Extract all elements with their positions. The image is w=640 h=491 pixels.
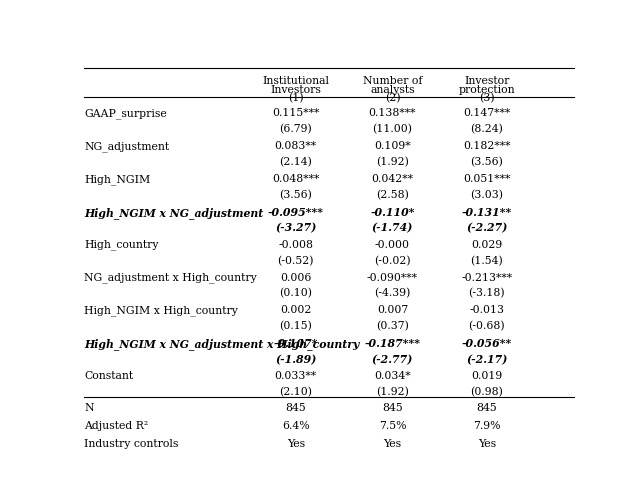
Text: (-2.17): (-2.17)	[466, 354, 508, 365]
Text: N: N	[84, 403, 93, 413]
Text: (0.98): (0.98)	[470, 387, 503, 397]
Text: 0.138***: 0.138***	[369, 108, 416, 118]
Text: (1.54): (1.54)	[470, 255, 503, 266]
Text: (-0.68): (-0.68)	[468, 321, 505, 331]
Text: Institutional: Institutional	[262, 76, 329, 86]
Text: -0.187***: -0.187***	[365, 338, 420, 349]
Text: (1): (1)	[288, 93, 303, 104]
Text: 0.083**: 0.083**	[275, 141, 317, 151]
Text: (-2.77): (-2.77)	[372, 354, 413, 365]
Text: 845: 845	[476, 403, 497, 413]
Text: 0.034*: 0.034*	[374, 371, 411, 381]
Text: protection: protection	[458, 84, 515, 95]
Text: 0.019: 0.019	[471, 371, 502, 381]
Text: -0.056**: -0.056**	[461, 338, 512, 349]
Text: NG_adjustment: NG_adjustment	[84, 141, 169, 152]
Text: (-4.39): (-4.39)	[374, 288, 411, 299]
Text: (-1.89): (-1.89)	[275, 354, 316, 365]
Text: 0.115***: 0.115***	[272, 108, 319, 118]
Text: 0.051***: 0.051***	[463, 174, 511, 184]
Text: NG_adjustment x High_country: NG_adjustment x High_country	[84, 273, 257, 283]
Text: 0.109*: 0.109*	[374, 141, 411, 151]
Text: -0.090***: -0.090***	[367, 273, 418, 282]
Text: (3.56): (3.56)	[279, 190, 312, 200]
Text: (1.92): (1.92)	[376, 157, 409, 167]
Text: -0.110*: -0.110*	[370, 207, 415, 218]
Text: 0.029: 0.029	[471, 240, 502, 249]
Text: (-2.27): (-2.27)	[466, 222, 508, 234]
Text: (3): (3)	[479, 93, 495, 104]
Text: -0.000: -0.000	[375, 240, 410, 249]
Text: Constant: Constant	[84, 371, 133, 381]
Text: (3.03): (3.03)	[470, 190, 503, 200]
Text: 7.5%: 7.5%	[379, 421, 406, 431]
Text: (0.37): (0.37)	[376, 321, 409, 331]
Text: (-3.27): (-3.27)	[275, 222, 316, 234]
Text: 0.006: 0.006	[280, 273, 312, 282]
Text: 845: 845	[285, 403, 306, 413]
Text: GAAP_surprise: GAAP_surprise	[84, 108, 166, 119]
Text: Yes: Yes	[477, 439, 496, 449]
Text: (11.00): (11.00)	[372, 124, 413, 134]
Text: -0.213***: -0.213***	[461, 273, 512, 282]
Text: 0.002: 0.002	[280, 305, 312, 315]
Text: 0.042**: 0.042**	[371, 174, 413, 184]
Text: (2.14): (2.14)	[279, 157, 312, 167]
Text: High_NGIM x NG_adjustment x High_country: High_NGIM x NG_adjustment x High_country	[84, 338, 359, 350]
Text: 0.033**: 0.033**	[275, 371, 317, 381]
Text: High_country: High_country	[84, 240, 159, 250]
Text: Adjusted R²: Adjusted R²	[84, 421, 148, 431]
Text: (2.10): (2.10)	[279, 387, 312, 397]
Text: High_NGIM x High_country: High_NGIM x High_country	[84, 305, 238, 316]
Text: (3.56): (3.56)	[470, 157, 503, 167]
Text: Yes: Yes	[287, 439, 305, 449]
Text: (-0.02): (-0.02)	[374, 255, 411, 266]
Text: (-0.52): (-0.52)	[278, 255, 314, 266]
Text: Industry controls: Industry controls	[84, 439, 179, 449]
Text: (2): (2)	[385, 93, 400, 104]
Text: 845: 845	[382, 403, 403, 413]
Text: Investor: Investor	[464, 76, 509, 86]
Text: 7.9%: 7.9%	[473, 421, 500, 431]
Text: -0.013: -0.013	[469, 305, 504, 315]
Text: (6.79): (6.79)	[280, 124, 312, 134]
Text: 0.182***: 0.182***	[463, 141, 511, 151]
Text: 0.147***: 0.147***	[463, 108, 510, 118]
Text: -0.095***: -0.095***	[268, 207, 324, 218]
Text: Number of: Number of	[363, 76, 422, 86]
Text: High_NGIM x NG_adjustment: High_NGIM x NG_adjustment	[84, 207, 263, 218]
Text: (-3.18): (-3.18)	[468, 288, 505, 299]
Text: -0.131**: -0.131**	[461, 207, 512, 218]
Text: 6.4%: 6.4%	[282, 421, 310, 431]
Text: High_NGIM: High_NGIM	[84, 174, 150, 185]
Text: (0.15): (0.15)	[279, 321, 312, 331]
Text: analysts: analysts	[370, 84, 415, 95]
Text: Yes: Yes	[383, 439, 401, 449]
Text: -0.008: -0.008	[278, 240, 313, 249]
Text: (2.58): (2.58)	[376, 190, 409, 200]
Text: (1.92): (1.92)	[376, 387, 409, 397]
Text: 0.048***: 0.048***	[272, 174, 319, 184]
Text: (-1.74): (-1.74)	[372, 222, 413, 234]
Text: -0.107*: -0.107*	[273, 338, 318, 349]
Text: (0.10): (0.10)	[279, 288, 312, 299]
Text: Investors: Investors	[270, 84, 321, 95]
Text: (8.24): (8.24)	[470, 124, 503, 134]
Text: 0.007: 0.007	[377, 305, 408, 315]
